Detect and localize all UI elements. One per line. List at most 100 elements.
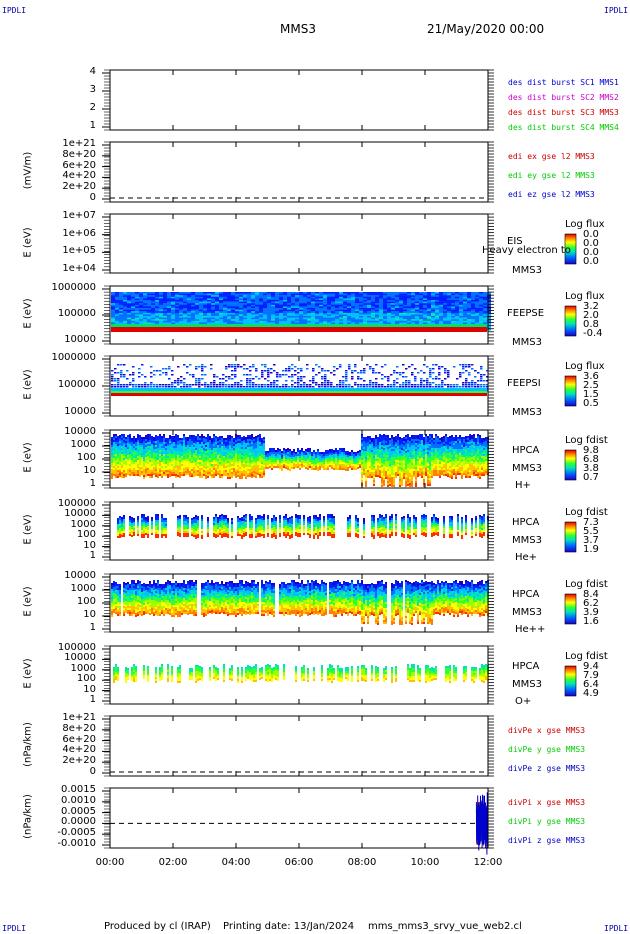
heat-cell — [375, 322, 379, 325]
heat-cell — [175, 466, 177, 468]
heat-cell — [439, 304, 443, 307]
heat-cell — [351, 386, 354, 388]
heat-cell — [257, 443, 259, 445]
heat-cell — [339, 364, 342, 366]
heat-cell — [147, 446, 149, 448]
heat-cell — [347, 306, 351, 309]
heat-cell — [117, 438, 119, 440]
heat-cell — [211, 448, 213, 450]
heat-cell — [303, 312, 307, 315]
heat-cell — [167, 304, 171, 307]
heat-cell — [407, 300, 411, 302]
heat-cell — [123, 322, 127, 325]
heat-cell — [162, 372, 165, 374]
heat-cell — [117, 474, 119, 476]
heat-cell — [195, 314, 199, 317]
heat-cell — [161, 442, 163, 444]
heat-cell — [267, 293, 271, 296]
heat-cell — [115, 309, 119, 312]
heat-cell — [173, 438, 175, 440]
heat-cell — [121, 450, 123, 452]
heat-cell — [187, 441, 189, 443]
heat-cell — [247, 463, 249, 465]
heat-cell — [347, 295, 351, 297]
heat-cell — [203, 460, 205, 462]
heat-cell — [315, 462, 317, 464]
heat-cell — [261, 450, 263, 452]
heat-cell — [119, 308, 123, 310]
heat-cell — [259, 434, 261, 436]
heat-cell — [297, 376, 300, 378]
heat-cell — [301, 458, 303, 460]
heat-cell — [255, 309, 259, 312]
heat-cell — [189, 449, 191, 451]
heat-cell — [414, 368, 417, 370]
heat-cell — [111, 475, 113, 477]
heat-cell — [121, 472, 123, 474]
heat-cell — [205, 449, 207, 451]
heat-cell — [175, 298, 179, 301]
heat-cell — [387, 378, 390, 380]
heat-cell — [177, 445, 179, 447]
heat-cell — [127, 320, 131, 323]
heat-cell — [215, 314, 219, 317]
heat-cell — [217, 443, 219, 445]
heat-cell — [255, 436, 257, 438]
heat-cell — [247, 292, 251, 294]
heat-cell — [330, 386, 333, 388]
heat-cell — [294, 382, 297, 384]
heat-cell — [115, 295, 119, 297]
heat-cell — [153, 467, 155, 469]
heat-cell — [157, 476, 159, 478]
heat-cell — [249, 457, 251, 459]
heat-cell — [155, 303, 159, 305]
heat-cell — [253, 451, 255, 453]
heat-cell — [179, 322, 183, 325]
heat-cell — [227, 443, 229, 445]
heat-cell — [215, 464, 217, 466]
heat-cell — [319, 301, 323, 304]
heat-cell — [267, 374, 270, 376]
heat-cell — [427, 317, 431, 320]
heat-cell — [375, 312, 379, 315]
heat-cell — [293, 453, 295, 455]
heat-cell — [223, 292, 227, 294]
heat-cell — [289, 453, 291, 455]
heat-cell — [239, 304, 243, 307]
heat-cell — [255, 311, 259, 313]
heat-cell — [459, 295, 463, 297]
heat-cell — [141, 469, 143, 471]
heat-cell — [195, 316, 199, 318]
heat-cell — [391, 298, 395, 301]
heat-cell — [255, 293, 259, 296]
heat-cell — [153, 437, 155, 439]
heat-cell — [135, 314, 139, 317]
heat-cell — [211, 308, 215, 310]
heat-cell — [131, 448, 133, 450]
heat-cell — [271, 320, 275, 323]
heat-cell — [161, 456, 163, 458]
heat-cell — [375, 309, 379, 312]
heat-cell — [171, 438, 173, 440]
heat-cell — [125, 441, 127, 443]
heat-cell — [155, 304, 159, 307]
heat-cell — [225, 440, 227, 442]
heat-cell — [345, 374, 348, 376]
heat-cell — [171, 472, 173, 474]
heat-cell — [151, 301, 155, 304]
heat-cell — [291, 380, 294, 382]
heat-cell — [393, 380, 396, 382]
heat-cell — [243, 296, 247, 299]
heat-cell — [111, 314, 115, 317]
heat-cell — [235, 470, 237, 472]
heat-cell — [147, 440, 149, 442]
heat-cell — [203, 458, 205, 460]
heat-cell — [432, 368, 435, 370]
heat-cell — [435, 316, 439, 318]
heat-cell — [313, 456, 315, 458]
heat-cell — [295, 466, 297, 468]
heat-cell — [151, 460, 153, 462]
heat-cell — [245, 447, 247, 449]
heat-cell — [153, 453, 155, 455]
heat-cell — [360, 370, 363, 372]
